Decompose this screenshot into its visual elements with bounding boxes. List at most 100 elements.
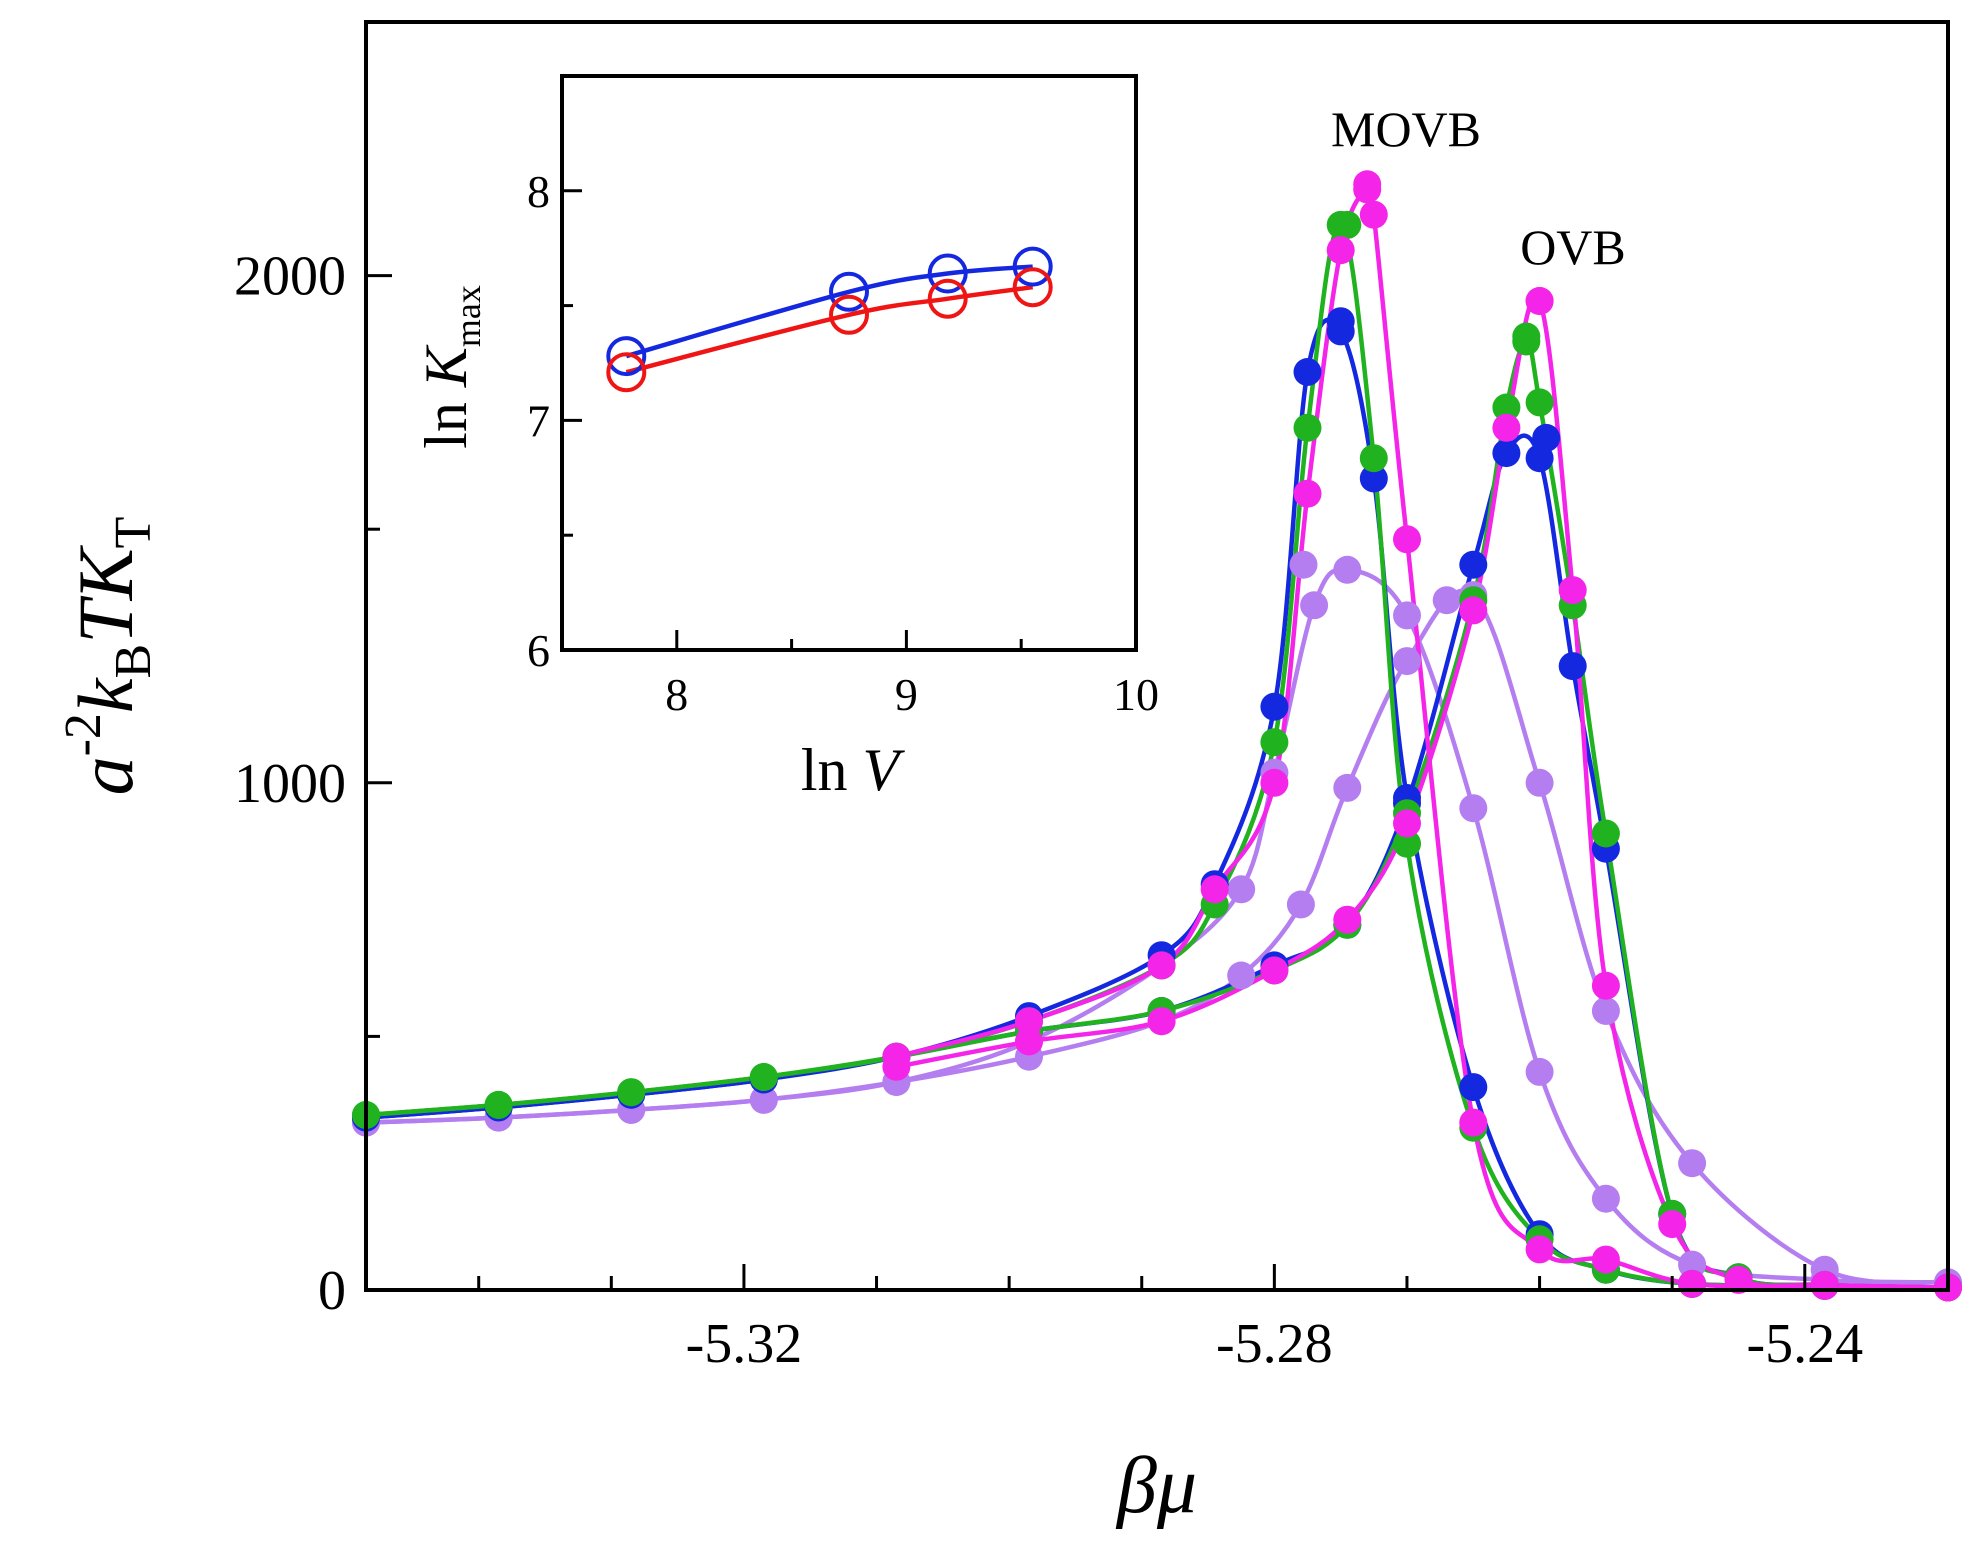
y-title-tsub: T (105, 517, 162, 549)
y-tick-label: 1000 (234, 753, 346, 815)
data-point-magenta-MOVB (1293, 479, 1322, 508)
data-point-magenta-MOVB (1147, 951, 1176, 980)
data-point-inset-blue (927, 253, 968, 294)
svg-text:a-2kBTKT: a-2kBTKT (55, 517, 162, 796)
data-point-magenta-OVB (1393, 809, 1421, 838)
inset-x-tick-label: 8 (665, 669, 688, 720)
inset-series-layer (606, 246, 1053, 393)
peak-point-blue-MOVB (1326, 307, 1355, 336)
y-tick-label: 2000 (234, 246, 346, 308)
data-point-inset-blue (1012, 246, 1053, 287)
data-point-violet-OVB (1678, 1149, 1707, 1178)
data-point-violet-OVB (1393, 647, 1421, 676)
inset-axis-ticks: 8 9 10 6 7 8 (527, 166, 1159, 720)
data-point-magenta-MOVB (1591, 1245, 1620, 1274)
data-point-violet-MOVB (1678, 1250, 1707, 1279)
y-title-tk: TK (62, 544, 149, 643)
inset-x-axis-title: ln V (801, 737, 906, 803)
data-point-green-MOVB (1293, 413, 1322, 442)
data-point-violet-MOVB (1393, 601, 1421, 630)
data-point-inset-red (606, 352, 647, 393)
y-tick-label: 0 (318, 1260, 346, 1322)
data-point-inset-red (1012, 267, 1053, 308)
inset-background (562, 76, 1136, 650)
x-tick-label: -5.24 (1746, 1313, 1863, 1375)
inset-y-tick-label: 6 (527, 625, 550, 676)
peak-point-green-OVB (1512, 322, 1541, 351)
peak-label-ovb: OVB (1520, 219, 1626, 275)
data-point-blue-OVB (1558, 652, 1587, 681)
inset-x-tick-label: 9 (895, 669, 918, 720)
data-point-violet-MOVB (1459, 794, 1488, 823)
data-point-violet-MOVB (1227, 875, 1256, 904)
data-point-blue-MOVB (1293, 358, 1322, 386)
y-title-ksub: B (105, 644, 162, 679)
peak-point-blue-OVB (1532, 423, 1561, 452)
inset-y-title-pre: ln (413, 387, 479, 449)
data-point-magenta-OVB (1147, 1007, 1176, 1036)
data-point-green-OVB (617, 1078, 646, 1107)
data-point-green-MOVB (1393, 829, 1421, 858)
data-point-magenta-MOVB (1200, 875, 1229, 904)
data-point-violet-OVB (1227, 961, 1256, 990)
data-point-magenta-OVB (1724, 1265, 1753, 1294)
data-point-violet-OVB (1591, 997, 1620, 1025)
data-point-violet-MOVB (1300, 591, 1329, 620)
data-point-blue-MOVB (1260, 692, 1289, 721)
y-title-a: a (62, 756, 149, 795)
data-point-blue-MOVB (1359, 464, 1388, 493)
data-point-green-MOVB (1359, 444, 1388, 473)
data-point-magenta-MOVB (1393, 525, 1421, 554)
y-axis-title: a-2kBTKT (55, 517, 162, 796)
inset-y-tick-label: 8 (527, 166, 550, 217)
data-point-green-OVB (1492, 393, 1521, 422)
data-point-magenta-MOVB (1260, 768, 1289, 797)
series-line-violet-OVB (365, 588, 1949, 1286)
data-point-violet-OVB (749, 1085, 778, 1114)
peak-label-movb: MOVB (1331, 101, 1481, 157)
main-axis-ticks: -5.32 -5.28 -5.24 0 1000 2000 (234, 246, 1863, 1375)
main-plot-frame (364, 20, 1950, 1292)
peak-point-magenta-MOVB (1353, 170, 1382, 199)
x-tick-label: -5.28 (1216, 1313, 1333, 1375)
inset-y-axis-title: ln Kmax (413, 285, 488, 449)
data-point-inset-blue (829, 271, 869, 312)
data-point-green-OVB (484, 1090, 513, 1119)
data-point-magenta-OVB (1333, 905, 1362, 934)
data-point-magenta-MOVB (1459, 1108, 1488, 1137)
data-point-inset-red (927, 278, 968, 319)
y-title-k: k (62, 677, 149, 713)
data-point-magenta-OVB (882, 1052, 911, 1081)
peak-point-violet-MOVB (1289, 550, 1318, 579)
inset-plot-frame (560, 74, 1138, 652)
series-line-inset-blue (625, 264, 1033, 359)
inset-y-title-k: K (413, 344, 479, 388)
peak-point-green-MOVB (1333, 210, 1362, 239)
data-point-violet-OVB (1286, 890, 1315, 919)
data-point-green-OVB (1525, 388, 1554, 417)
data-point-magenta-OVB (1260, 956, 1289, 985)
data-point-magenta-OVB (1810, 1270, 1839, 1299)
data-point-blue-MOVB (1459, 1073, 1488, 1102)
data-point-magenta-MOVB (1678, 1269, 1707, 1298)
data-point-green-OVB (1591, 819, 1620, 848)
data-point-violet-MOVB (1525, 1057, 1554, 1086)
x-tick-label: -5.32 (686, 1313, 803, 1375)
data-point-blue-OVB (1459, 550, 1488, 579)
data-point-magenta-OVB (1459, 596, 1488, 625)
inset-y-tick-label: 7 (527, 395, 550, 446)
data-point-magenta-OVB (1591, 971, 1620, 1000)
data-point-inset-red (829, 294, 869, 335)
data-point-green-OVB (749, 1063, 778, 1091)
peak-point-violet-OVB (1432, 586, 1461, 615)
inset-x-tick-label: 10 (1113, 669, 1159, 720)
data-point-magenta-MOVB (1326, 236, 1355, 265)
svg-text:ln Kmax: ln Kmax (413, 285, 488, 449)
data-point-magenta-OVB (1015, 1027, 1043, 1056)
data-point-magenta-MOVB (1015, 1007, 1043, 1036)
data-point-inset-blue (606, 336, 647, 377)
peak-point-magenta-OVB (1525, 287, 1554, 315)
data-point-violet-MOVB (1591, 1184, 1620, 1213)
y-title-exp: -2 (55, 713, 112, 756)
